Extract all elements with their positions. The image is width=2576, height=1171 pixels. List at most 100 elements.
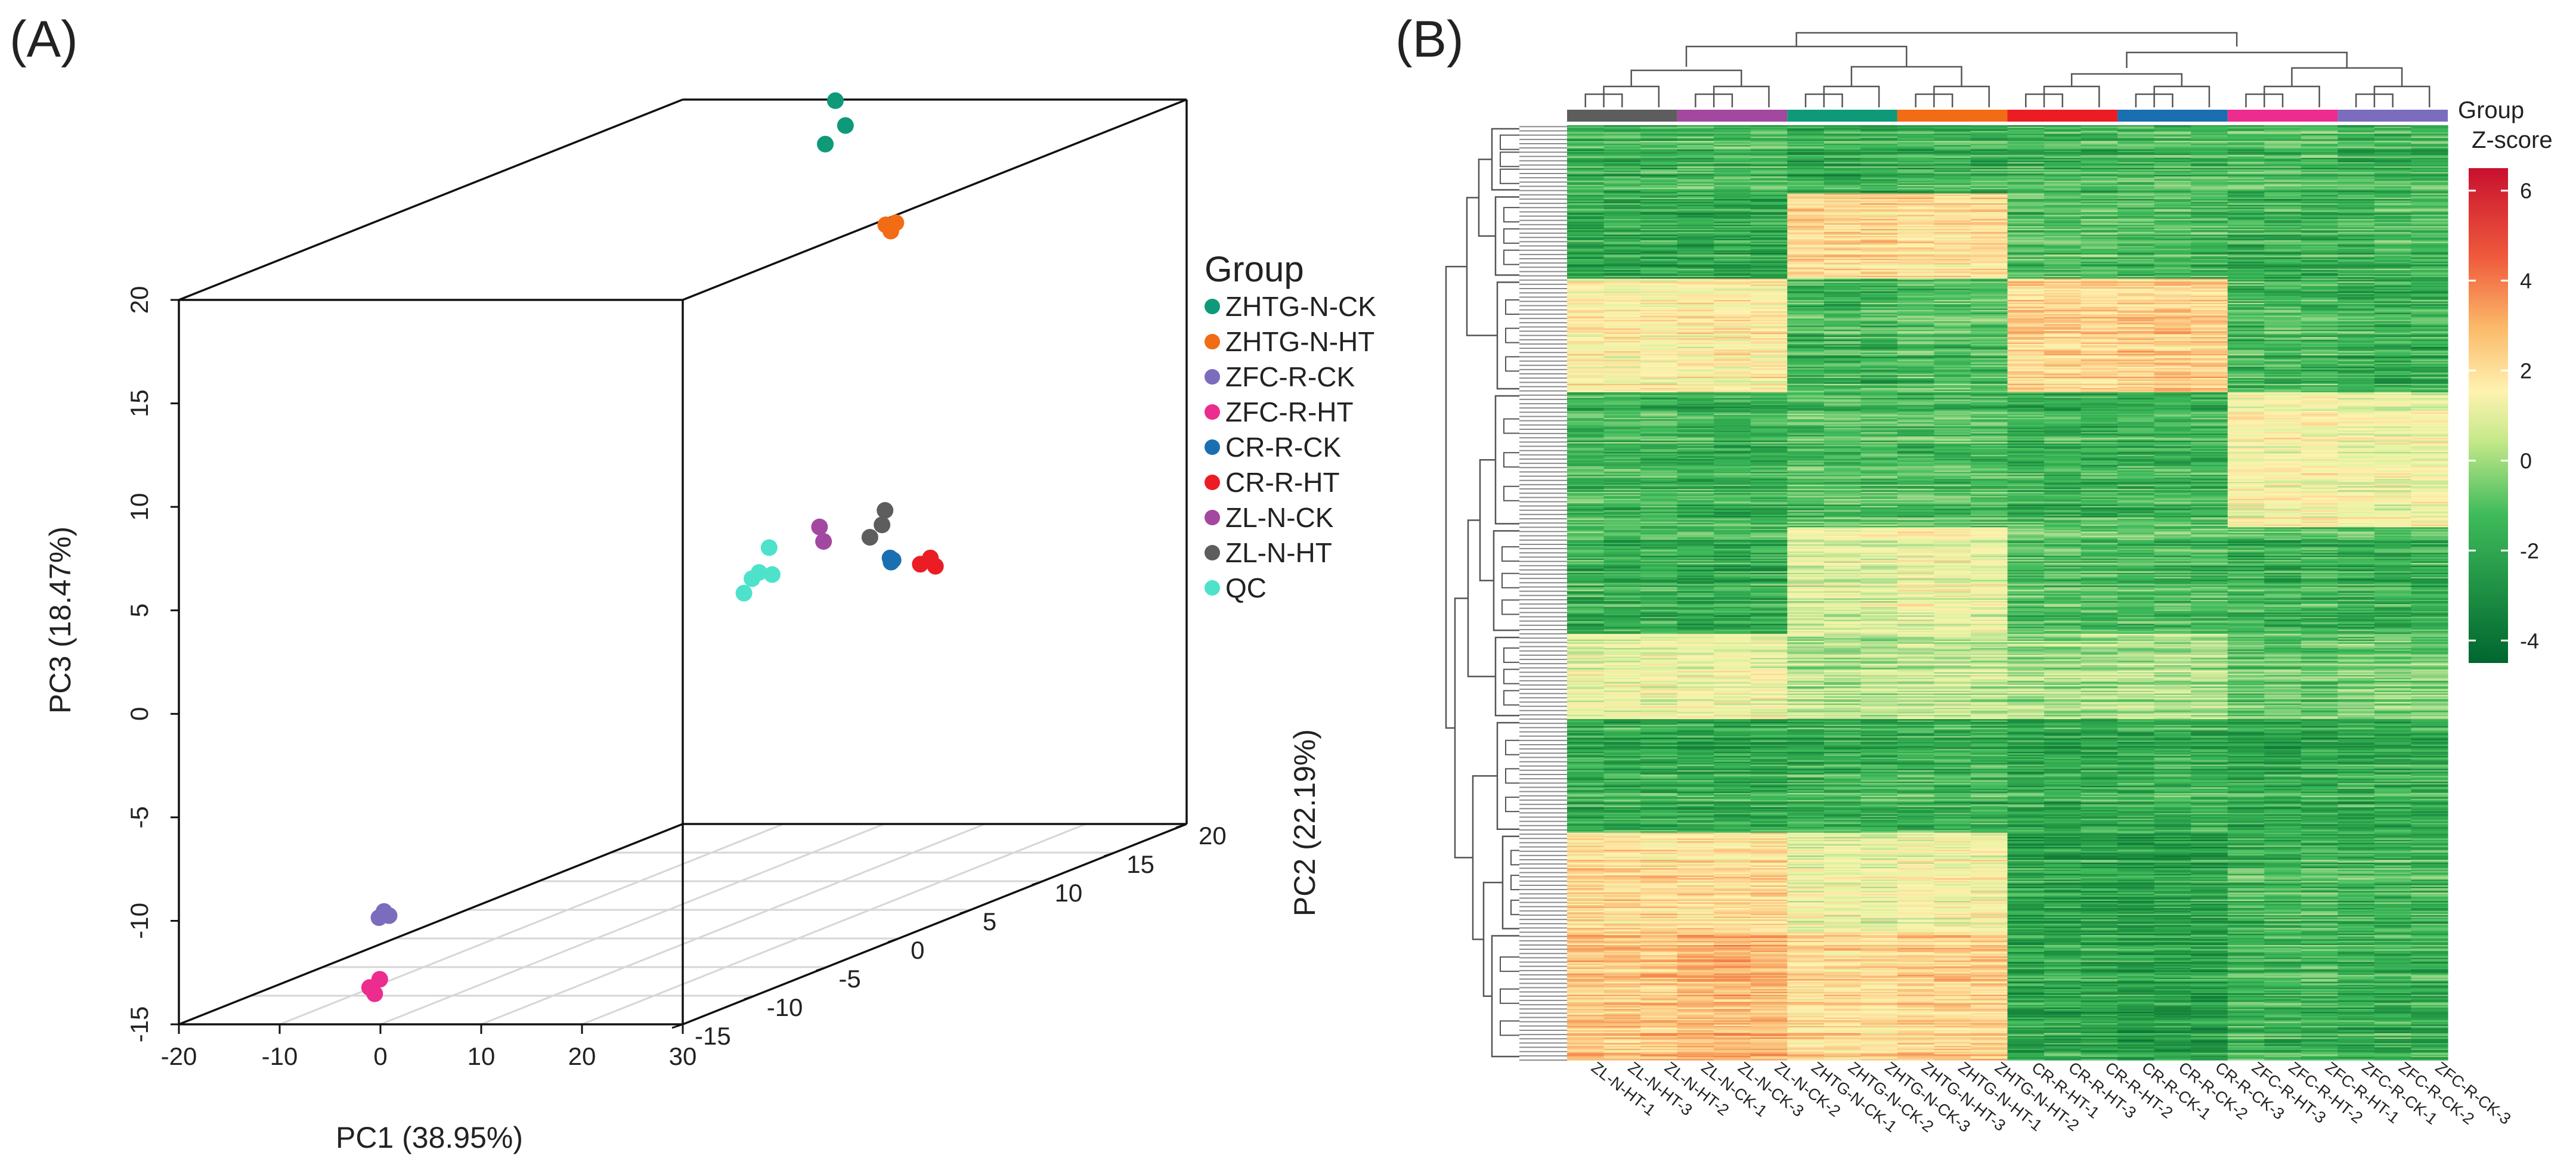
heatmap-cell: [1823, 388, 1861, 390]
heatmap-cell: [2337, 152, 2375, 154]
heatmap-cell: [2117, 364, 2155, 366]
heatmap-cell: [2007, 354, 2045, 356]
heatmap-cell: [1640, 323, 1678, 325]
heatmap-cell: [2191, 238, 2228, 241]
heatmap-cell: [2044, 342, 2082, 345]
heatmap-cell: [2117, 234, 2155, 237]
heatmap-cell: [1714, 389, 1751, 392]
heatmap-cell: [2117, 357, 2155, 359]
heatmap-cell: [1640, 125, 1678, 127]
heatmap-cell: [1714, 301, 1751, 303]
heatmap-cell: [1567, 263, 1605, 265]
heatmap-cell: [1787, 197, 1825, 200]
heatmap-cell: [2227, 174, 2265, 175]
heatmap-cell: [2337, 238, 2375, 241]
heatmap-cell: [1934, 268, 1971, 271]
heatmap-cell: [1677, 230, 1714, 233]
heatmap-cell: [2227, 186, 2265, 188]
heatmap-cell: [1787, 352, 1825, 355]
heatmap-cell: [2227, 392, 2265, 394]
heatmap-cell: [1970, 274, 2008, 277]
heatmap-cell: [1970, 152, 2008, 154]
heatmap-cell: [2337, 355, 2375, 358]
heatmap-cell: [1787, 308, 1825, 311]
heatmap-cell: [1603, 260, 1641, 262]
heatmap-cell: [2007, 252, 2045, 254]
heatmap-cell: [2337, 320, 2375, 322]
heatmap-cell: [2264, 307, 2302, 309]
heatmap-cell: [1677, 320, 1714, 322]
heatmap-cell: [1970, 264, 2008, 267]
heatmap-cell: [2007, 185, 2045, 187]
heatmap-cell: [1860, 190, 1898, 193]
heatmap-cell: [1640, 148, 1678, 150]
heatmap-cell: [1970, 223, 2008, 225]
heatmap-cell: [1934, 376, 1971, 379]
heatmap-cell: [2227, 212, 2265, 214]
heatmap-cell: [1750, 332, 1788, 334]
heatmap-cell: [2337, 304, 2375, 306]
heatmap-cell: [1860, 382, 1898, 385]
heatmap-cell: [1823, 215, 1861, 217]
heatmap-cell: [1714, 134, 1751, 136]
heatmap-cell: [1787, 205, 1825, 207]
heatmap-cell: [1714, 222, 1751, 224]
heatmap-cell: [2337, 146, 2375, 148]
heatmap-cell: [1567, 267, 1605, 269]
heatmap-cell: [1860, 334, 1898, 336]
heatmap-cell: [2191, 270, 2228, 272]
heatmap-cell: [1970, 308, 2008, 311]
heatmap-cell: [1787, 289, 1825, 291]
heatmap-cell: [2374, 338, 2412, 340]
heatmap-cell: [1860, 362, 1898, 364]
heatmap-cell: [2227, 383, 2265, 386]
heatmap-cell: [2080, 290, 2118, 292]
heatmap-cell: [2227, 312, 2265, 315]
heatmap-cell: [2191, 199, 2228, 201]
heatmap-cell: [2044, 260, 2082, 262]
heatmap-cell: [2411, 155, 2448, 157]
heatmap-cell: [2080, 152, 2118, 154]
heatmap-cell: [1750, 295, 1788, 298]
heatmap-cell: [1860, 331, 1898, 333]
heatmap-cell: [2007, 238, 2045, 241]
heatmap-cell: [2337, 371, 2375, 373]
heatmap-cell: [2411, 171, 2448, 173]
heatmap-cell: [2044, 280, 2082, 282]
heatmap-cell: [1640, 197, 1678, 200]
heatmap-cell: [1603, 157, 1641, 160]
heatmap-cell: [1934, 354, 1971, 356]
heatmap-cell: [2044, 392, 2082, 394]
heatmap-cell: [2337, 139, 2375, 141]
heatmap-cell: [1640, 165, 1678, 167]
heatmap-cell: [1897, 315, 1935, 318]
heatmap-cell: [2007, 194, 2045, 197]
heatmap-cell: [2191, 346, 2228, 349]
heatmap-cell: [1640, 338, 1678, 340]
heatmap-cell: [2301, 132, 2338, 134]
heatmap-cell: [2411, 388, 2448, 390]
heatmap-cell: [2374, 391, 2412, 393]
heatmap-cell: [1823, 267, 1861, 269]
heatmap-cell: [2117, 324, 2155, 326]
heatmap-cell: [1934, 293, 1971, 295]
heatmap-cell: [1897, 284, 1935, 286]
heatmap-cell: [2301, 372, 2338, 374]
heatmap-cell: [2301, 346, 2338, 349]
heatmap-cell: [1567, 249, 1605, 251]
heatmap-cell: [2301, 128, 2338, 130]
heatmap-cell: [1603, 183, 1641, 185]
heatmap-cell: [1897, 354, 1935, 356]
heatmap-cell: [2117, 361, 2155, 363]
heatmap-cell: [2227, 253, 2265, 255]
heatmap-cell: [1677, 256, 1714, 258]
heatmap-cell: [2264, 379, 2302, 382]
heatmap-cell: [2117, 372, 2155, 374]
heatmap-cell: [1640, 290, 1678, 292]
heatmap-cell: [2080, 394, 2118, 396]
heatmap-cell: [1897, 125, 1935, 127]
heatmap-cell: [2117, 230, 2155, 233]
dendrogram-branch: [1466, 197, 1497, 336]
heatmap-cell: [1714, 137, 1751, 139]
heatmap-cell: [1567, 138, 1605, 140]
